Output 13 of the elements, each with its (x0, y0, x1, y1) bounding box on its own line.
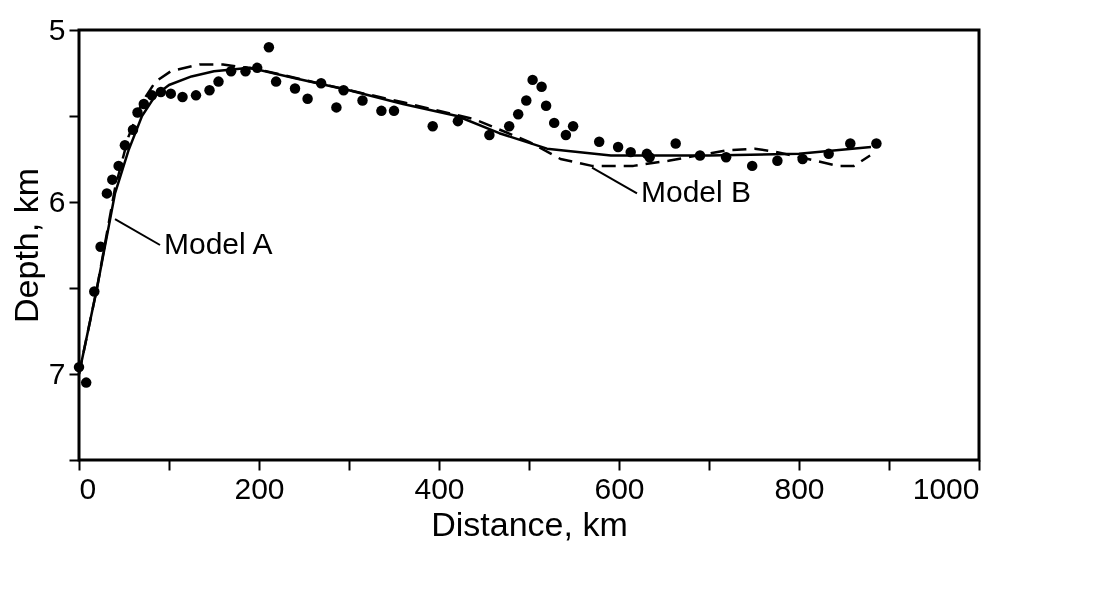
x-axis-title: Distance, km (431, 504, 628, 543)
x-tick-label: 1000 (912, 471, 980, 505)
x-tick-label: 200 (234, 471, 285, 505)
annotation: Model A (164, 227, 273, 260)
y-axis-title: Depth, km (6, 168, 45, 323)
x-tick-label: 600 (594, 471, 645, 505)
x-tick-label: 400 (414, 471, 465, 505)
x-tick-label: 800 (774, 471, 825, 505)
y-tick-label: 7 (48, 356, 66, 390)
annotation: Model B (641, 175, 752, 209)
y-tick-label: 5 (48, 12, 66, 46)
y-tick-label: 6 (48, 184, 66, 218)
x-tick-label: 0 (79, 471, 97, 505)
